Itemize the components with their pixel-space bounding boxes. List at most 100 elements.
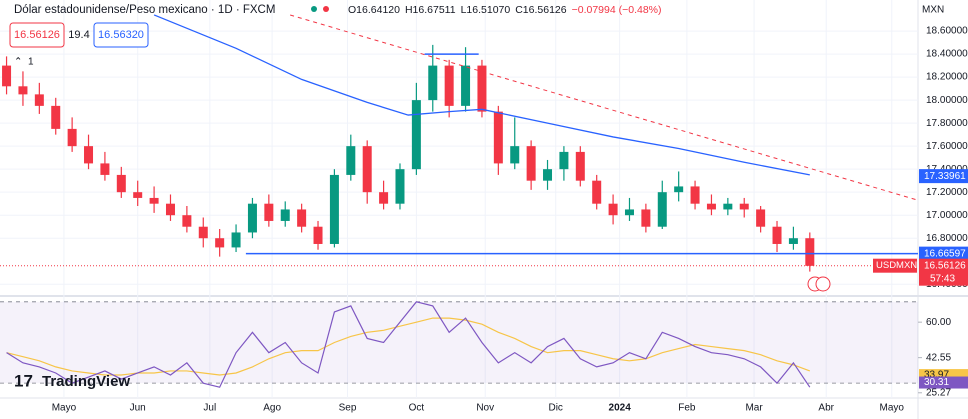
candle-body <box>379 192 389 204</box>
ohlc-value: −0.07994 (−0.48%) <box>572 4 662 16</box>
candle-body <box>297 209 307 227</box>
sell-box[interactable] <box>9 22 65 48</box>
price-tag <box>919 246 968 261</box>
candle-body <box>67 128 77 147</box>
symbol-tag-label: USDMXN <box>876 260 917 271</box>
candle-body <box>198 226 208 239</box>
candle-body <box>493 111 503 164</box>
y-tick-label: 42.55 <box>926 352 951 363</box>
candle-body <box>510 146 520 164</box>
logo: TradingView <box>42 373 130 390</box>
candle-body <box>182 215 192 227</box>
candle-body <box>395 169 405 204</box>
x-tick-label: Nov <box>476 403 494 414</box>
spread: 19.4 <box>68 29 89 41</box>
candle-body <box>461 65 471 106</box>
candle-body <box>674 186 684 193</box>
candle-body <box>100 163 110 175</box>
x-tick-label: Dic <box>548 403 562 414</box>
candle-body <box>231 232 241 248</box>
plots <box>0 0 922 398</box>
candle-body <box>723 203 733 210</box>
candle-body <box>690 186 700 204</box>
x-tick-label: Ago <box>263 403 281 414</box>
price-tag-label: 16.66597 <box>924 248 966 259</box>
candle-body <box>329 174 339 244</box>
rsi-tag-label: 30.31 <box>924 377 949 388</box>
candle-body <box>592 180 602 204</box>
y-tick-label: 60.00 <box>926 317 951 328</box>
candle-body <box>264 203 274 221</box>
y-tick-label: 17.20000 <box>926 187 968 198</box>
collapse-arrow[interactable]: ⌃ <box>14 57 22 68</box>
candle-body <box>133 192 143 198</box>
ohlc-value: O16.64120 <box>348 4 400 16</box>
x-tick-label: 2024 <box>609 403 632 414</box>
candle-body <box>756 209 766 227</box>
y-tick-label: 17.60000 <box>926 141 968 152</box>
x-tick-label: Abr <box>818 403 834 414</box>
y-tick-label: 17.80000 <box>926 118 968 129</box>
indicator-count[interactable]: 1 <box>28 57 34 68</box>
candle-body <box>657 192 667 227</box>
y-tick-label: 18.20000 <box>926 72 968 83</box>
candle-body <box>51 105 61 129</box>
rsi-line <box>6 317 811 376</box>
overlay: Dólar estadounidense/Peso mexicano · 1D … <box>9 4 968 414</box>
price-tag <box>919 169 968 184</box>
ask[interactable]: 16.56320 <box>98 29 144 41</box>
candle-body <box>805 238 815 266</box>
currency[interactable]: MXN <box>922 5 944 16</box>
rsi-tag <box>919 376 968 389</box>
candle-body <box>149 197 159 204</box>
candle-body <box>18 86 28 95</box>
candle-body <box>165 203 175 216</box>
bid[interactable]: 16.56126 <box>14 29 60 41</box>
candle-body <box>772 226 782 244</box>
rsi-tag-label: 33.97 <box>924 370 949 381</box>
x-tick-label: Feb <box>678 403 696 414</box>
candle-body <box>444 65 454 106</box>
candle-body <box>739 203 749 210</box>
candle-body <box>280 209 290 221</box>
candle-body <box>2 65 12 87</box>
candle-body <box>411 100 421 170</box>
x-tick-label: Sep <box>339 403 357 414</box>
logo-mark: 17 <box>14 371 33 390</box>
candle-body <box>788 238 798 244</box>
candle-body <box>428 65 438 101</box>
candle-body <box>362 146 372 193</box>
candle-body <box>641 209 651 227</box>
ohlc-value: H16.67511 <box>405 4 456 16</box>
y-tick-label: 18.40000 <box>926 49 968 60</box>
candle-body <box>624 209 634 216</box>
symbol-tag <box>873 258 917 273</box>
candle-body <box>84 146 94 164</box>
candle-body <box>313 226 323 244</box>
ohlc-value: C16.56126 <box>515 4 567 16</box>
y-tick-label: 18.00000 <box>926 95 968 106</box>
buy-box[interactable] <box>93 22 149 48</box>
status-dot <box>323 6 329 12</box>
x-tick-label: Mayo <box>52 403 77 414</box>
rsi-band <box>0 301 918 384</box>
rsi-line <box>6 301 811 388</box>
x-tick-label: Jul <box>203 403 216 414</box>
status-dot <box>311 6 317 12</box>
candle-body <box>346 146 356 175</box>
sma-line <box>153 14 810 176</box>
event-icon[interactable] <box>815 276 831 292</box>
y-tick-label: 25.27 <box>926 387 951 398</box>
candle-body <box>215 238 225 248</box>
candle-body <box>477 65 487 112</box>
symbol-title: Dólar estadounidense/Peso mexicano · 1D … <box>14 4 275 16</box>
countdown: 57:43 <box>930 273 955 284</box>
y-tick-label: 18.60000 <box>926 26 968 37</box>
candle-body <box>559 151 569 170</box>
candle-body <box>526 146 536 181</box>
y-tick-label: 17.00000 <box>926 210 968 221</box>
candle-body <box>575 151 585 181</box>
x-tick-label: Jun <box>130 403 146 414</box>
